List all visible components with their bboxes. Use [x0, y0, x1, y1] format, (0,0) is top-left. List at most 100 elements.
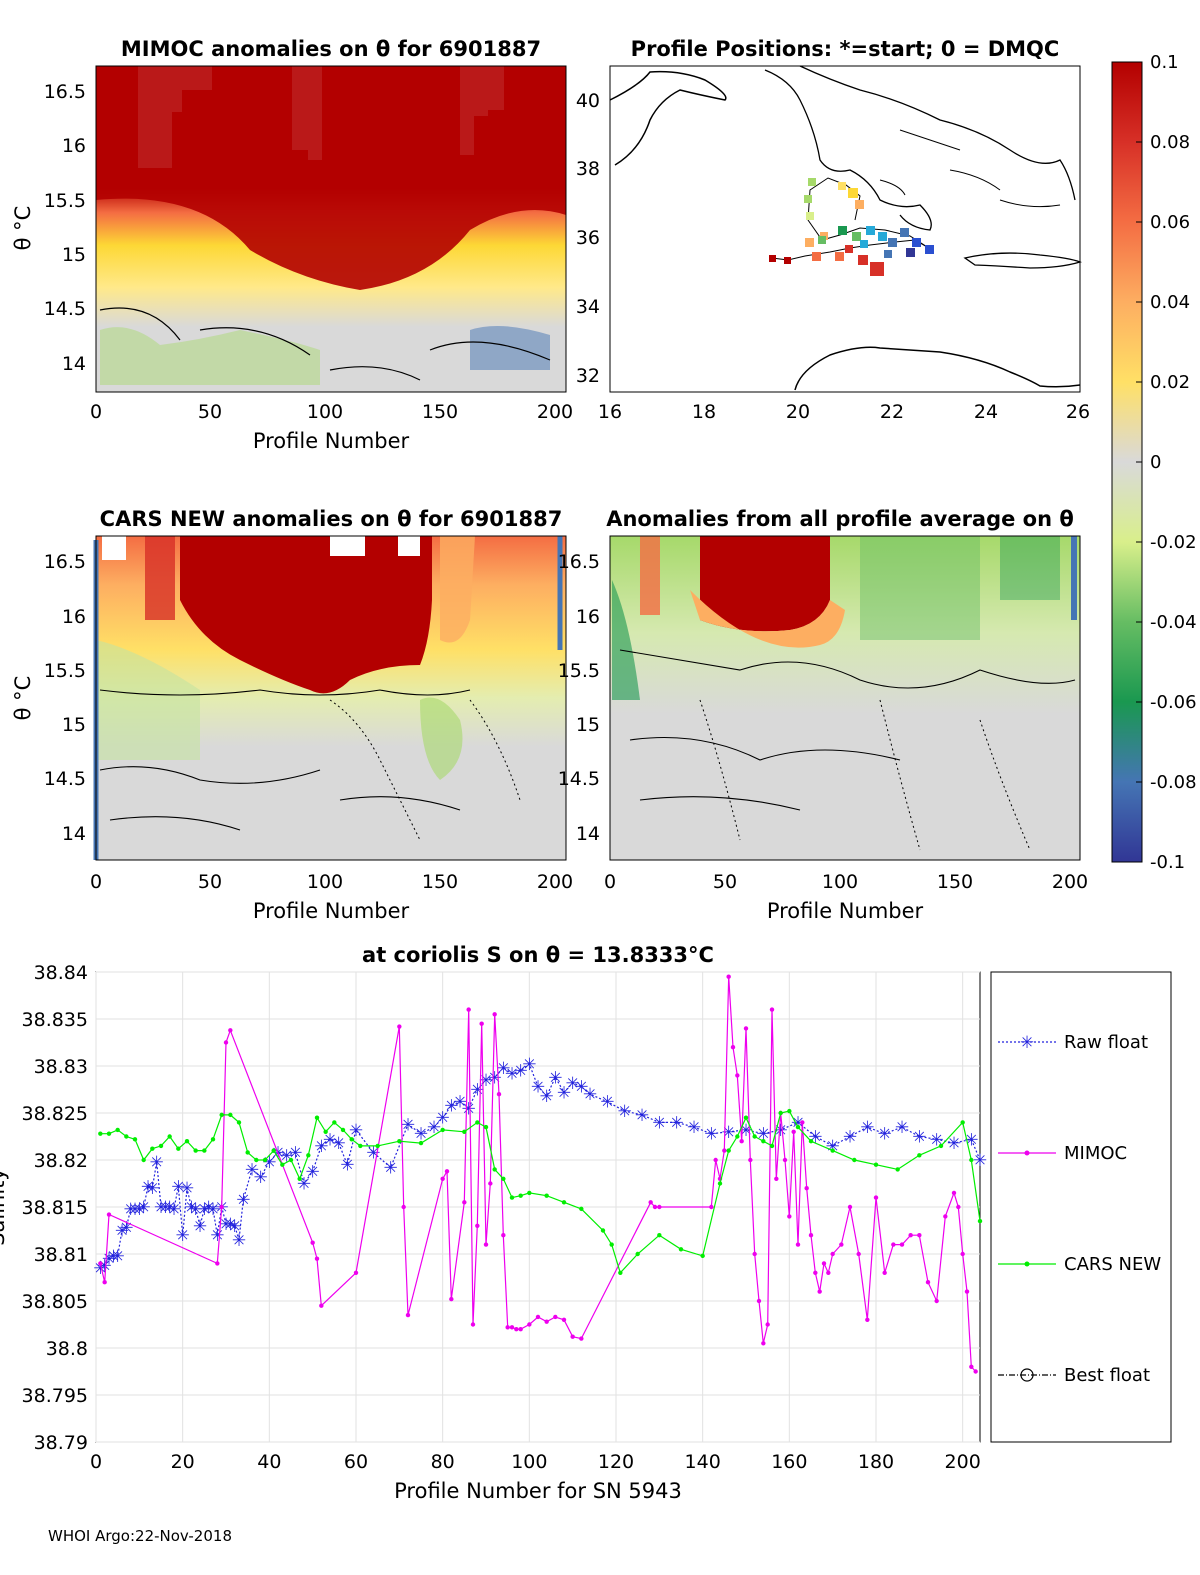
- series-point-cars-new: [340, 1127, 346, 1133]
- series-point-mimoc: [466, 1007, 471, 1012]
- series-point-cars-new: [150, 1146, 155, 1151]
- cars-ytick: 15.5: [44, 660, 86, 682]
- salinity-ytick: 38.81: [34, 1244, 88, 1266]
- mimoc-ytick: 15.5: [44, 190, 86, 212]
- salinity-xtick: 200: [945, 1451, 981, 1473]
- series-point-raw-float: ✳: [219, 1215, 233, 1235]
- series-point-raw-float: ✳: [254, 1168, 268, 1188]
- cars-ytick: 14: [62, 823, 86, 845]
- cars-warm-patch: [145, 536, 175, 620]
- avg-xtick: 50: [713, 871, 737, 893]
- map-profile-marker: [784, 257, 791, 264]
- series-point-cars-new: [969, 1157, 974, 1163]
- series-point-raw-float: ✳: [826, 1137, 840, 1157]
- series-point-cars-new: [210, 1137, 216, 1142]
- legend-raw-float-marker: ✳: [1020, 1033, 1034, 1053]
- series-point-cars-new: [475, 1120, 480, 1125]
- map-profile-marker: [808, 178, 816, 186]
- map-ytick: 38: [576, 158, 600, 180]
- series-point-mimoc: [561, 1317, 567, 1323]
- series-point-mimoc: [856, 1251, 861, 1257]
- series-point-cars-new: [561, 1200, 567, 1205]
- series-point-mimoc: [102, 1280, 107, 1285]
- salinity-xlabel: Profile Number for SN 5943: [394, 1479, 682, 1503]
- series-point-cars-new: [917, 1153, 922, 1158]
- series-point-cars-new: [306, 1153, 311, 1158]
- series-point-mimoc: [648, 1200, 653, 1205]
- map-coastline-greece: [764, 65, 1076, 231]
- series-point-cars-new: [527, 1190, 532, 1196]
- avg-xlabel: Profile Number: [767, 899, 924, 923]
- series-line-raw-float: [99, 1063, 981, 1269]
- series-point-mimoc: [505, 1325, 510, 1330]
- series-point-raw-float: ✳: [600, 1093, 614, 1113]
- map-profile-marker: [818, 236, 826, 244]
- series-point-raw-float: ✳: [496, 1059, 510, 1079]
- series-point-mimoc: [449, 1296, 454, 1302]
- series-point-cars-new: [418, 1140, 424, 1146]
- series-point-raw-float: ✳: [93, 1259, 107, 1279]
- series-point-mimoc: [98, 1261, 103, 1266]
- panel-cars: CARS NEW anomalies on θ for 6901887 16.5…: [11, 507, 573, 923]
- map-profile-marker: [912, 238, 921, 247]
- series-point-mimoc: [830, 1251, 835, 1257]
- series-point-cars-new: [262, 1157, 268, 1163]
- cars-warm-core: [180, 536, 432, 694]
- avg-green-patch-right: [1000, 536, 1060, 600]
- series-point-raw-float: ✳: [548, 1068, 562, 1088]
- series-point-cars-new: [124, 1134, 129, 1139]
- series-point-cars-new: [808, 1139, 814, 1144]
- series-point-mimoc: [882, 1270, 887, 1276]
- series-point-mimoc: [774, 1176, 779, 1182]
- salinity-xtick: 0: [90, 1451, 102, 1473]
- cars-xtick: 50: [198, 871, 222, 893]
- salinity-ytick: 38.835: [22, 1009, 88, 1031]
- map-islands: [879, 129, 1061, 208]
- series-point-cars-new: [895, 1167, 900, 1172]
- series-point-mimoc: [739, 1139, 744, 1144]
- series-point-mimoc: [817, 1289, 822, 1294]
- series-point-raw-float: ✳: [232, 1231, 246, 1251]
- series-point-mimoc: [475, 1223, 480, 1229]
- series-point-raw-float: ✳: [124, 1200, 138, 1220]
- series-point-cars-new: [314, 1115, 320, 1120]
- cars-ytick: 14.5: [44, 768, 86, 790]
- map-coastline-africa: [794, 346, 1081, 391]
- map-profile-marker: [848, 188, 858, 198]
- series-point-raw-float: ✳: [115, 1222, 129, 1242]
- series-point-raw-float: ✳: [236, 1190, 250, 1210]
- series-point-mimoc: [219, 1204, 224, 1210]
- series-point-mimoc: [726, 974, 731, 979]
- series-point-raw-float: ✳: [141, 1177, 155, 1197]
- avg-xtick: 150: [937, 871, 973, 893]
- series-point-cars-new: [579, 1206, 584, 1212]
- map-profile-marker: [806, 212, 814, 220]
- colorbar-tick-label: 0.06: [1150, 212, 1190, 233]
- cars-xtick: 0: [90, 871, 102, 893]
- series-point-mimoc: [488, 1181, 493, 1186]
- cars-xtick: 200: [537, 871, 573, 893]
- series-point-cars-new: [509, 1195, 515, 1200]
- series-point-raw-float: ✳: [366, 1143, 380, 1163]
- series-point-mimoc: [934, 1298, 939, 1304]
- salinity-xtick: 40: [257, 1451, 281, 1473]
- series-point-mimoc: [509, 1325, 515, 1330]
- series-point-raw-float: ✳: [540, 1087, 554, 1107]
- series-point-cars-new: [787, 1108, 792, 1114]
- salinity-xticks: 0 20 40 60 80 100 120 140 160 180 200: [90, 1451, 981, 1473]
- colorbar-tick-label: 0: [1150, 452, 1161, 473]
- series-point-cars-new: [600, 1228, 606, 1233]
- mimoc-patch-left: [100, 327, 320, 385]
- mimoc-ytick: 15: [62, 244, 86, 266]
- series-point-cars-new: [678, 1247, 684, 1252]
- series-point-cars-new: [288, 1157, 294, 1163]
- avg-ytick: 15.5: [558, 660, 600, 682]
- series-point-mimoc: [826, 1270, 831, 1276]
- map-profile-marker: [852, 232, 861, 241]
- legend-box: [990, 971, 1172, 1443]
- series-point-mimoc: [570, 1334, 575, 1339]
- series-point-raw-float: ✳: [401, 1115, 415, 1135]
- avg-ytick: 14: [576, 823, 600, 845]
- series-point-cars-new: [795, 1124, 801, 1130]
- map-ytick: 40: [576, 90, 600, 112]
